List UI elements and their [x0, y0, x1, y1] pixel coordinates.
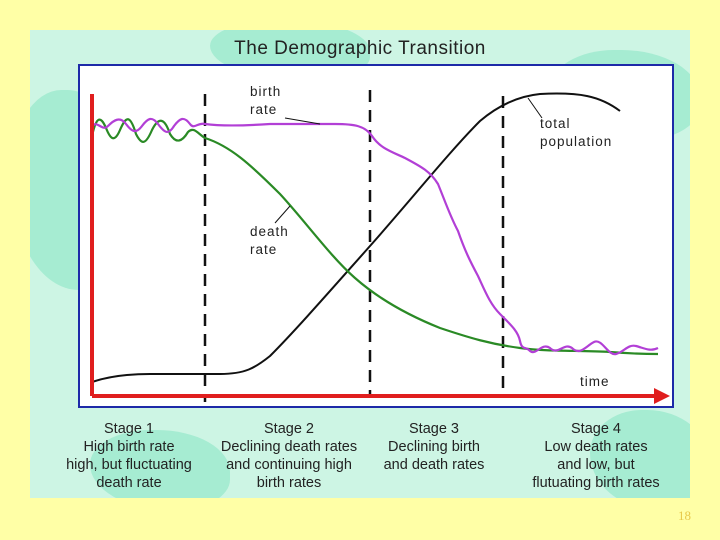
birth-rate-curve — [91, 117, 659, 356]
stage-2-line: birth rates — [256, 475, 322, 491]
stage-2-description: Stage 2 Declining death rates and contin… — [214, 420, 364, 492]
birth-rate-label-line1: birth — [250, 84, 281, 99]
death-rate-label-line2: rate — [250, 242, 277, 257]
stage-4-description: Stage 4 Low death rates and low, but flu… — [516, 420, 676, 492]
birth-rate-leader — [284, 117, 321, 125]
stage-4-line: and low, but — [557, 457, 635, 473]
stage-1-line: High birth rate — [83, 439, 175, 455]
stage-1-line: death rate — [96, 475, 162, 491]
death-rate-label-line1: death — [250, 224, 289, 239]
map-background-shape — [590, 410, 690, 498]
demographic-transition-figure: The Demographic Transition birth rate de… — [30, 30, 690, 498]
stage-3-line: Declining birth — [388, 439, 480, 455]
stage-1-line: high, but fluctuating — [66, 457, 192, 473]
stage-2-line: and continuing high — [226, 457, 352, 473]
x-axis-arrowhead — [654, 388, 670, 404]
birth-rate-label-line2: rate — [250, 102, 277, 117]
total-population-leader — [527, 97, 543, 119]
total-population-curve — [91, 92, 621, 383]
stage-4-line: Low death rates — [544, 439, 648, 455]
plot-frame: birth rate death rate total population t… — [78, 64, 674, 408]
stage-3-line: and death rates — [383, 457, 485, 473]
total-population-label-line2: population — [540, 134, 612, 149]
stage-4-title: Stage 4 — [571, 421, 621, 437]
stage-2-line: Declining death rates — [220, 439, 358, 455]
death-rate-curve — [90, 118, 659, 356]
stage-2-title: Stage 2 — [264, 421, 314, 437]
slide-page-number: 18 — [678, 508, 691, 523]
total-population-label-line1: total — [540, 116, 571, 131]
demographic-plot: birth rate death rate total population t… — [90, 84, 670, 404]
stage-3-title: Stage 3 — [409, 421, 459, 437]
inner-page-number: 18 — [642, 496, 655, 498]
stage-3-description: Stage 3 Declining birth and death rates — [378, 420, 490, 474]
map-background-shape — [90, 430, 230, 498]
stage-1-title: Stage 1 — [104, 421, 154, 437]
stage-4-line: flutuating birth rates — [532, 475, 660, 491]
figure-title: The Demographic Transition — [234, 38, 486, 59]
stage-1-description: Stage 1 High birth rate high, but fluctu… — [64, 420, 194, 492]
death-rate-leader — [274, 205, 291, 224]
time-axis-label: time — [580, 374, 610, 389]
